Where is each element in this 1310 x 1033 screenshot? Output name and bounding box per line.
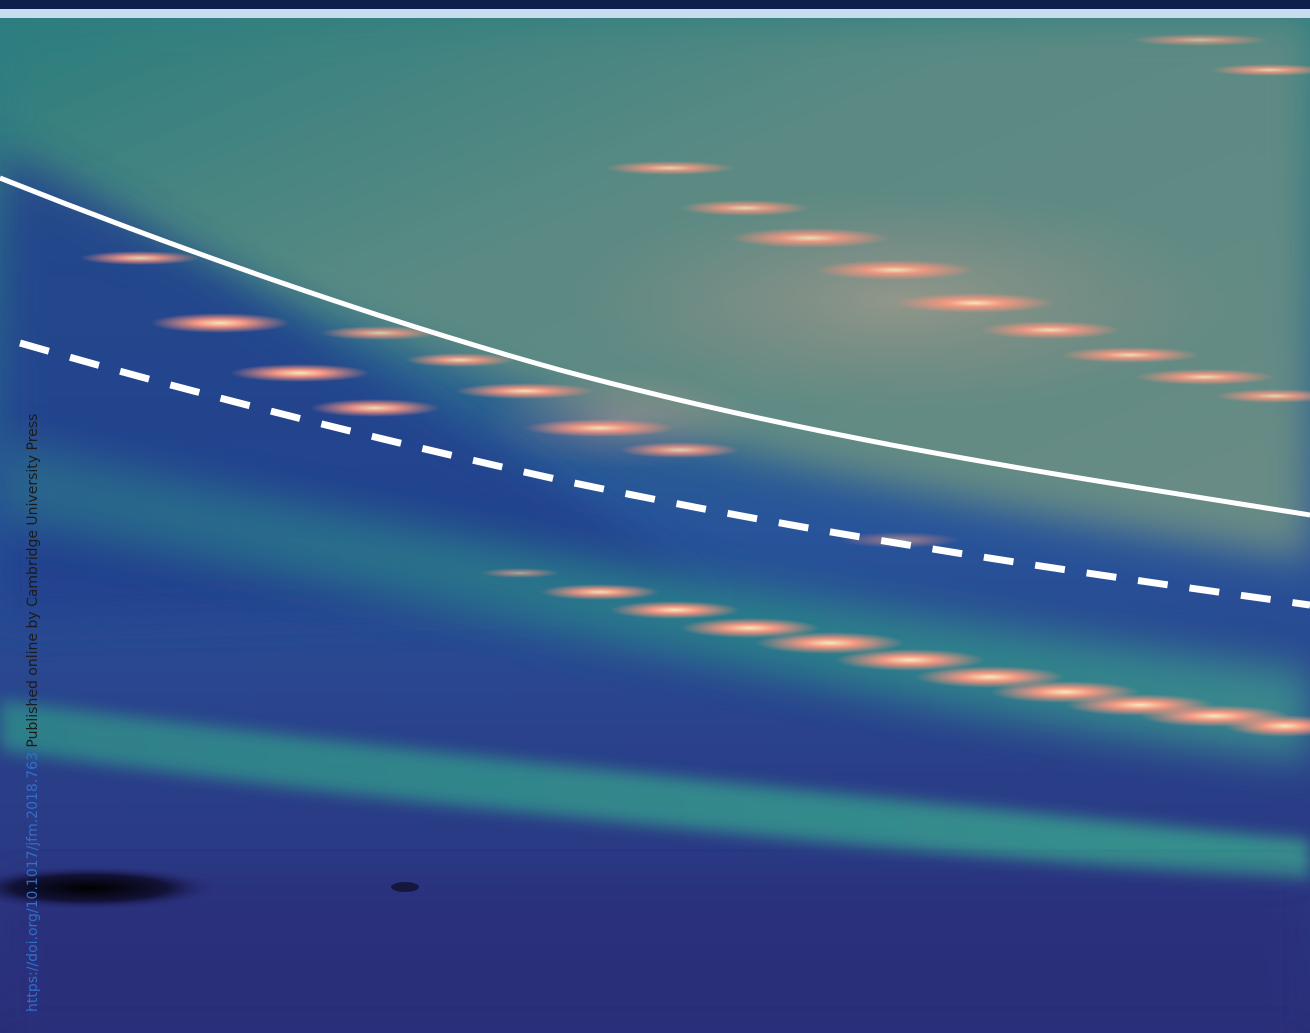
dark-fleck: [391, 882, 419, 892]
doi-link[interactable]: https://doi.org/10.1017/jfm.2018.763: [25, 752, 41, 1012]
publication-credit: https://doi.org/10.1017/jfm.2018.763 Pub…: [24, 414, 42, 1012]
top-border-light: [0, 9, 1310, 18]
top-border-dark: [0, 0, 1310, 9]
published-online-text: Published online by Cambridge University…: [25, 414, 41, 752]
flow-visualization: [0, 18, 1310, 1033]
bottom-region: [0, 880, 1310, 1033]
